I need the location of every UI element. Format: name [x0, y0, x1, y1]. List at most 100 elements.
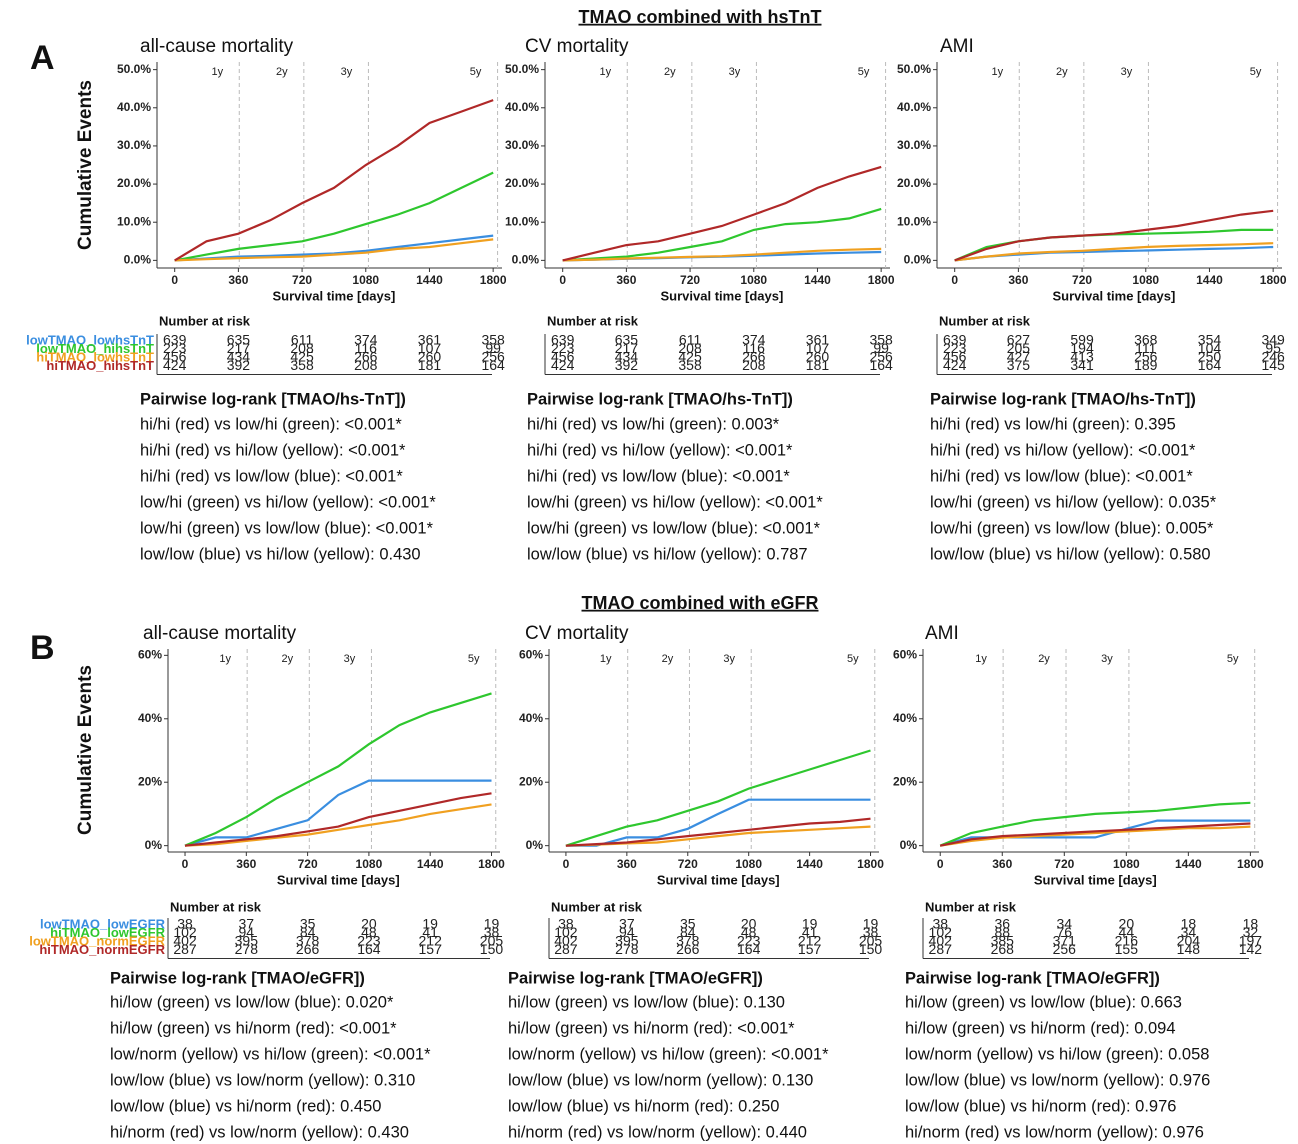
- at-risk-count: 374: [742, 332, 766, 348]
- y-tick-label: 10.0%: [117, 214, 151, 228]
- at-risk-count: 385: [991, 933, 1015, 949]
- y-tick-label: 20.0%: [897, 176, 931, 190]
- at-risk-count: 378: [296, 933, 320, 949]
- at-risk-count: 205: [859, 933, 883, 949]
- pairwise-result: low/low (blue) vs hi/norm (red): 0.250: [508, 1097, 779, 1115]
- x-tick-label: 720: [1054, 857, 1074, 871]
- at-risk-count: 375: [1007, 357, 1031, 373]
- at-risk-count: 20: [361, 916, 377, 932]
- at-risk-count: 212: [798, 933, 822, 949]
- x-tick-label: 1080: [1132, 273, 1159, 287]
- at-risk-count: 639: [551, 332, 575, 348]
- x-tick-label: 1440: [804, 273, 831, 287]
- risk-row-label: hiTMAO_lowhsTnT: [36, 349, 154, 364]
- at-risk-count: 155: [1115, 941, 1139, 957]
- at-risk-count: 19: [422, 916, 438, 932]
- year-label: 1y: [991, 66, 1003, 78]
- x-axis-label: Survival time [days]: [657, 872, 780, 887]
- y-tick-label: 0.0%: [904, 253, 932, 267]
- pairwise-title: Pairwise log-rank [TMAO/hs-TnT]): [930, 390, 1196, 408]
- at-risk-count: 246: [1261, 349, 1285, 365]
- pairwise-result: low/hi (green) vs low/low (blue): <0.001…: [140, 519, 434, 537]
- at-risk-count: 164: [869, 357, 893, 373]
- y-tick-label: 40.0%: [505, 100, 539, 114]
- x-tick-label: 0: [951, 273, 958, 287]
- at-risk-count: 189: [1134, 357, 1158, 373]
- x-tick-label: 1080: [356, 857, 383, 871]
- survival-curve: [954, 242, 1274, 262]
- x-tick-label: 1440: [1196, 273, 1223, 287]
- risk-table-title: Number at risk: [925, 899, 1017, 914]
- at-risk-count: 371: [1053, 933, 1077, 949]
- y-tick-label: 40%: [138, 711, 162, 725]
- at-risk-count: 425: [678, 349, 702, 365]
- at-risk-count: 37: [619, 916, 635, 932]
- at-risk-count: 256: [869, 349, 893, 365]
- pairwise-result: low/low (blue) vs hi/low (yellow): 0.430: [140, 545, 421, 563]
- y-axis-label: Cumulative Events: [75, 665, 96, 835]
- x-tick-label: 1800: [857, 857, 884, 871]
- y-tick-label: 0.0%: [124, 253, 152, 267]
- at-risk-count: 19: [863, 916, 879, 932]
- pairwise-result: hi/norm (red) vs low/norm (yellow): 0.43…: [110, 1123, 409, 1141]
- pairwise-result: low/hi (green) vs hi/low (yellow): <0.00…: [140, 493, 436, 511]
- at-risk-count: 427: [1007, 349, 1031, 365]
- at-risk-count: 208: [354, 357, 378, 373]
- at-risk-count: 358: [290, 357, 314, 373]
- y-tick-label: 20%: [138, 774, 162, 788]
- at-risk-count: 48: [361, 924, 377, 940]
- pairwise-result: hi/hi (red) vs low/low (blue): <0.001*: [140, 467, 403, 485]
- at-risk-count: 142: [1239, 941, 1263, 957]
- at-risk-count: 349: [1261, 332, 1285, 348]
- y-tick-label: 20.0%: [505, 176, 539, 190]
- x-tick-label: 0: [182, 857, 189, 871]
- x-tick-label: 1800: [478, 857, 505, 871]
- year-label: 1y: [975, 653, 987, 665]
- survival-curve: [174, 99, 494, 262]
- at-risk-count: 94: [239, 924, 255, 940]
- x-tick-label: 0: [563, 857, 570, 871]
- survival-curve: [940, 825, 1251, 847]
- at-risk-count: 425: [290, 349, 314, 365]
- at-risk-count: 35: [680, 916, 696, 932]
- at-risk-count: 374: [354, 332, 378, 348]
- x-tick-label: 0: [559, 273, 566, 287]
- pairwise-result: hi/low (green) vs hi/norm (red): <0.001*: [110, 1019, 397, 1037]
- at-risk-count: 287: [929, 941, 953, 957]
- pairwise-result: low/low (blue) vs low/norm (yellow): 0.3…: [110, 1071, 415, 1089]
- year-label: 3y: [344, 653, 356, 665]
- at-risk-count: 38: [177, 916, 193, 932]
- at-risk-count: 164: [1198, 357, 1222, 373]
- at-risk-count: 287: [173, 941, 197, 957]
- at-risk-count: 107: [806, 340, 830, 356]
- risk-row-label: lowTMAO_lowEGFR: [40, 916, 166, 931]
- at-risk-count: 354: [1198, 332, 1222, 348]
- survival-curve: [562, 207, 882, 262]
- x-tick-label: 1800: [480, 273, 507, 287]
- x-tick-label: 1080: [1113, 857, 1140, 871]
- year-label: 5y: [1227, 653, 1239, 665]
- at-risk-count: 99: [485, 340, 501, 356]
- risk-row-label: hiTMAO_hihsTnT: [46, 358, 154, 373]
- x-tick-label: 360: [617, 857, 637, 871]
- section-heading: TMAO combined with hsTnT: [579, 7, 822, 27]
- x-tick-label: 1080: [740, 273, 767, 287]
- pairwise-result: low/low (blue) vs hi/low (yellow): 0.580: [930, 545, 1211, 563]
- at-risk-count: 223: [357, 933, 381, 949]
- pairwise-result: hi/low (green) vs hi/norm (red): 0.094: [905, 1019, 1176, 1037]
- x-axis-label: Survival time [days]: [273, 288, 396, 303]
- survival-curve: [565, 798, 871, 847]
- x-tick-label: 1440: [796, 857, 823, 871]
- at-risk-count: 341: [1070, 357, 1094, 373]
- at-risk-count: 216: [1115, 933, 1139, 949]
- at-risk-count: 223: [551, 340, 575, 356]
- at-risk-count: 208: [290, 340, 314, 356]
- year-label: 1y: [600, 653, 612, 665]
- y-tick-label: 10.0%: [505, 214, 539, 228]
- x-tick-label: 1080: [735, 857, 762, 871]
- survival-curve: [939, 801, 1251, 847]
- survival-curve: [939, 822, 1251, 847]
- pairwise-result: low/hi (green) vs low/low (blue): 0.005*: [930, 519, 1214, 537]
- survival-curve: [954, 209, 1274, 262]
- section-heading: TMAO combined with eGFR: [582, 593, 819, 613]
